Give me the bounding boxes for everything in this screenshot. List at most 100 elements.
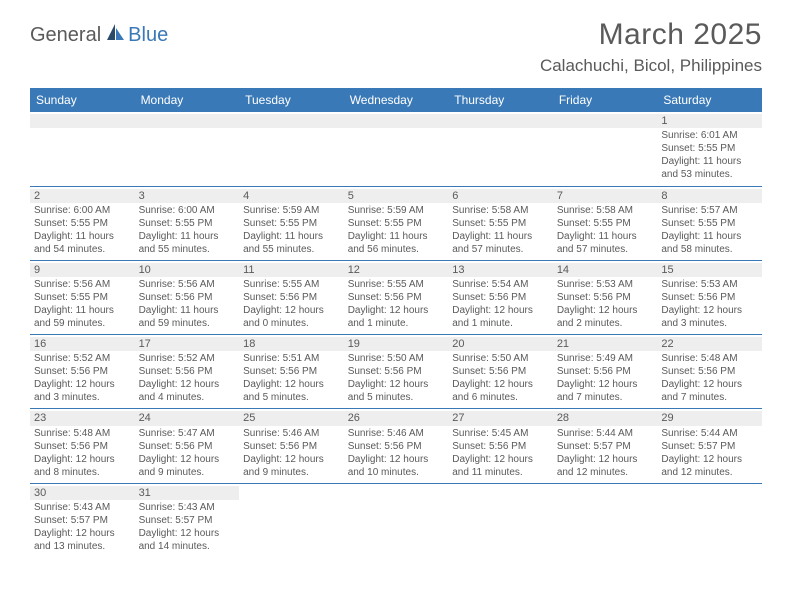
calendar-cell: 9Sunrise: 5:56 AMSunset: 5:55 PMDaylight… xyxy=(30,260,135,334)
sunrise-text: Sunrise: 5:48 AM xyxy=(34,427,131,440)
sunrise-text: Sunrise: 5:59 AM xyxy=(243,204,340,217)
daylight-text: Daylight: 12 hours and 0 minutes. xyxy=(243,304,340,330)
day-details: Sunrise: 5:58 AMSunset: 5:55 PMDaylight:… xyxy=(557,204,654,256)
sunrise-text: Sunrise: 6:00 AM xyxy=(34,204,131,217)
calendar-cell: 10Sunrise: 5:56 AMSunset: 5:56 PMDayligh… xyxy=(135,260,240,334)
calendar-cell: 6Sunrise: 5:58 AMSunset: 5:55 PMDaylight… xyxy=(448,186,553,260)
sunrise-text: Sunrise: 5:46 AM xyxy=(348,427,445,440)
calendar-cell xyxy=(239,112,344,186)
day-details: Sunrise: 6:00 AMSunset: 5:55 PMDaylight:… xyxy=(139,204,236,256)
daylight-text: Daylight: 12 hours and 5 minutes. xyxy=(243,378,340,404)
calendar-cell: 4Sunrise: 5:59 AMSunset: 5:55 PMDaylight… xyxy=(239,186,344,260)
sunset-text: Sunset: 5:55 PM xyxy=(452,217,549,230)
calendar-body: 1Sunrise: 6:01 AMSunset: 5:55 PMDaylight… xyxy=(30,112,762,557)
sunset-text: Sunset: 5:57 PM xyxy=(661,440,758,453)
day-number: 6 xyxy=(448,189,553,203)
calendar-cell: 2Sunrise: 6:00 AMSunset: 5:55 PMDaylight… xyxy=(30,186,135,260)
sunset-text: Sunset: 5:57 PM xyxy=(557,440,654,453)
daylight-text: Daylight: 12 hours and 12 minutes. xyxy=(557,453,654,479)
header: General Blue March 2025 Calachuchi, Bico… xyxy=(30,18,762,76)
sunrise-text: Sunrise: 5:56 AM xyxy=(34,278,131,291)
calendar-cell: 26 Sunrise: 5:46 AMSunset: 5:56 PMDayligh… xyxy=(344,409,449,483)
calendar-cell: 18Sunrise: 5:51 AMSunset: 5:56 PMDayligh… xyxy=(239,335,344,409)
day-number: 10 xyxy=(135,263,240,277)
daylight-text: Daylight: 12 hours and 14 minutes. xyxy=(139,527,236,553)
daylight-text: Daylight: 11 hours and 54 minutes. xyxy=(34,230,131,256)
day-details: Sunrise: 5:44 AMSunset: 5:57 PMDaylight:… xyxy=(557,427,654,479)
calendar-cell: 17Sunrise: 5:52 AMSunset: 5:56 PMDayligh… xyxy=(135,335,240,409)
day-number: 14 xyxy=(553,263,658,277)
day-details: Sunrise: 5:50 AMSunset: 5:56 PMDaylight:… xyxy=(452,352,549,404)
daylight-text: Daylight: 11 hours and 55 minutes. xyxy=(139,230,236,256)
sunrise-text: Sunrise: 5:58 AM xyxy=(452,204,549,217)
sunset-text: Sunset: 5:57 PM xyxy=(34,514,131,527)
day-details: Sunrise: 6:00 AMSunset: 5:55 PMDaylight:… xyxy=(34,204,131,256)
calendar-cell: 7Sunrise: 5:58 AMSunset: 5:55 PMDaylight… xyxy=(553,186,658,260)
calendar-cell xyxy=(553,483,658,557)
daylight-text: Daylight: 11 hours and 56 minutes. xyxy=(348,230,445,256)
calendar-cell xyxy=(448,483,553,557)
sunset-text: Sunset: 5:56 PM xyxy=(557,291,654,304)
weekday-header: Thursday xyxy=(448,88,553,112)
sunset-text: Sunset: 5:56 PM xyxy=(557,365,654,378)
daylight-text: Daylight: 12 hours and 7 minutes. xyxy=(661,378,758,404)
day-number: 26 xyxy=(344,411,449,425)
day-number: 20 xyxy=(448,337,553,351)
weekday-header: Tuesday xyxy=(239,88,344,112)
sunrise-text: Sunrise: 5:50 AM xyxy=(452,352,549,365)
day-details: Sunrise: 5:51 AMSunset: 5:56 PMDaylight:… xyxy=(243,352,340,404)
sunset-text: Sunset: 5:55 PM xyxy=(34,291,131,304)
sunset-text: Sunset: 5:56 PM xyxy=(348,291,445,304)
daylight-text: Daylight: 12 hours and 13 minutes. xyxy=(34,527,131,553)
sunrise-text: Sunrise: 6:00 AM xyxy=(139,204,236,217)
calendar-cell: 27Sunrise: 5:45 AMSunset: 5:56 PMDayligh… xyxy=(448,409,553,483)
day-details: Sunrise: 5:57 AMSunset: 5:55 PMDaylight:… xyxy=(661,204,758,256)
calendar-row: 23Sunrise: 5:48 AMSunset: 5:56 PMDayligh… xyxy=(30,409,762,483)
sunrise-text: Sunrise: 5:47 AM xyxy=(139,427,236,440)
sunrise-text: Sunrise: 5:55 AM xyxy=(243,278,340,291)
sunrise-text: Sunrise: 5:44 AM xyxy=(661,427,758,440)
sunset-text: Sunset: 5:56 PM xyxy=(34,365,131,378)
calendar-cell: 25Sunrise: 5:46 AMSunset: 5:56 PMDayligh… xyxy=(239,409,344,483)
daylight-text: Daylight: 11 hours and 59 minutes. xyxy=(139,304,236,330)
calendar-cell: 21Sunrise: 5:49 AMSunset: 5:56 PMDayligh… xyxy=(553,335,658,409)
sunrise-text: Sunrise: 6:01 AM xyxy=(661,129,758,142)
sunset-text: Sunset: 5:56 PM xyxy=(139,440,236,453)
day-number: 11 xyxy=(239,263,344,277)
sunrise-text: Sunrise: 5:50 AM xyxy=(348,352,445,365)
day-details: Sunrise: 5:47 AMSunset: 5:56 PMDaylight:… xyxy=(139,427,236,479)
sunset-text: Sunset: 5:56 PM xyxy=(348,365,445,378)
daylight-text: Daylight: 11 hours and 53 minutes. xyxy=(661,155,758,181)
day-number: 3 xyxy=(135,189,240,203)
daylight-text: Daylight: 12 hours and 1 minute. xyxy=(348,304,445,330)
day-number: 22 xyxy=(657,337,762,351)
sunrise-text: Sunrise: 5:46 AM xyxy=(243,427,340,440)
sunrise-text: Sunrise: 5:43 AM xyxy=(34,501,131,514)
day-details: Sunrise: 6:01 AMSunset: 5:55 PMDaylight:… xyxy=(661,129,758,181)
day-details: Sunrise: 5:46 AMSunset: 5:56 PMDaylight:… xyxy=(348,427,445,479)
calendar-cell xyxy=(344,112,449,186)
day-number: 7 xyxy=(553,189,658,203)
weekday-header: Wednesday xyxy=(344,88,449,112)
weekday-header: Monday xyxy=(135,88,240,112)
day-details: Sunrise: 5:43 AMSunset: 5:57 PMDaylight:… xyxy=(139,501,236,553)
sunset-text: Sunset: 5:56 PM xyxy=(34,440,131,453)
sunset-text: Sunset: 5:55 PM xyxy=(243,217,340,230)
day-number: 19 xyxy=(344,337,449,351)
day-number: 30 xyxy=(30,486,135,500)
day-details: Sunrise: 5:52 AMSunset: 5:56 PMDaylight:… xyxy=(139,352,236,404)
calendar-cell: 13Sunrise: 5:54 AMSunset: 5:56 PMDayligh… xyxy=(448,260,553,334)
calendar-cell: 8Sunrise: 5:57 AMSunset: 5:55 PMDaylight… xyxy=(657,186,762,260)
calendar-cell: 31Sunrise: 5:43 AMSunset: 5:57 PMDayligh… xyxy=(135,483,240,557)
day-number: 28 xyxy=(553,411,658,425)
calendar-cell: 5Sunrise: 5:59 AMSunset: 5:55 PMDaylight… xyxy=(344,186,449,260)
day-details: Sunrise: 5:43 AMSunset: 5:57 PMDaylight:… xyxy=(34,501,131,553)
sunrise-text: Sunrise: 5:53 AM xyxy=(661,278,758,291)
calendar-cell: 29Sunrise: 5:44 AMSunset: 5:57 PMDayligh… xyxy=(657,409,762,483)
day-number: 23 xyxy=(30,411,135,425)
sunset-text: Sunset: 5:55 PM xyxy=(348,217,445,230)
sunrise-text: Sunrise: 5:56 AM xyxy=(139,278,236,291)
weekday-header: Saturday xyxy=(657,88,762,112)
month-title: March 2025 xyxy=(540,18,762,52)
daylight-text: Daylight: 12 hours and 3 minutes. xyxy=(34,378,131,404)
